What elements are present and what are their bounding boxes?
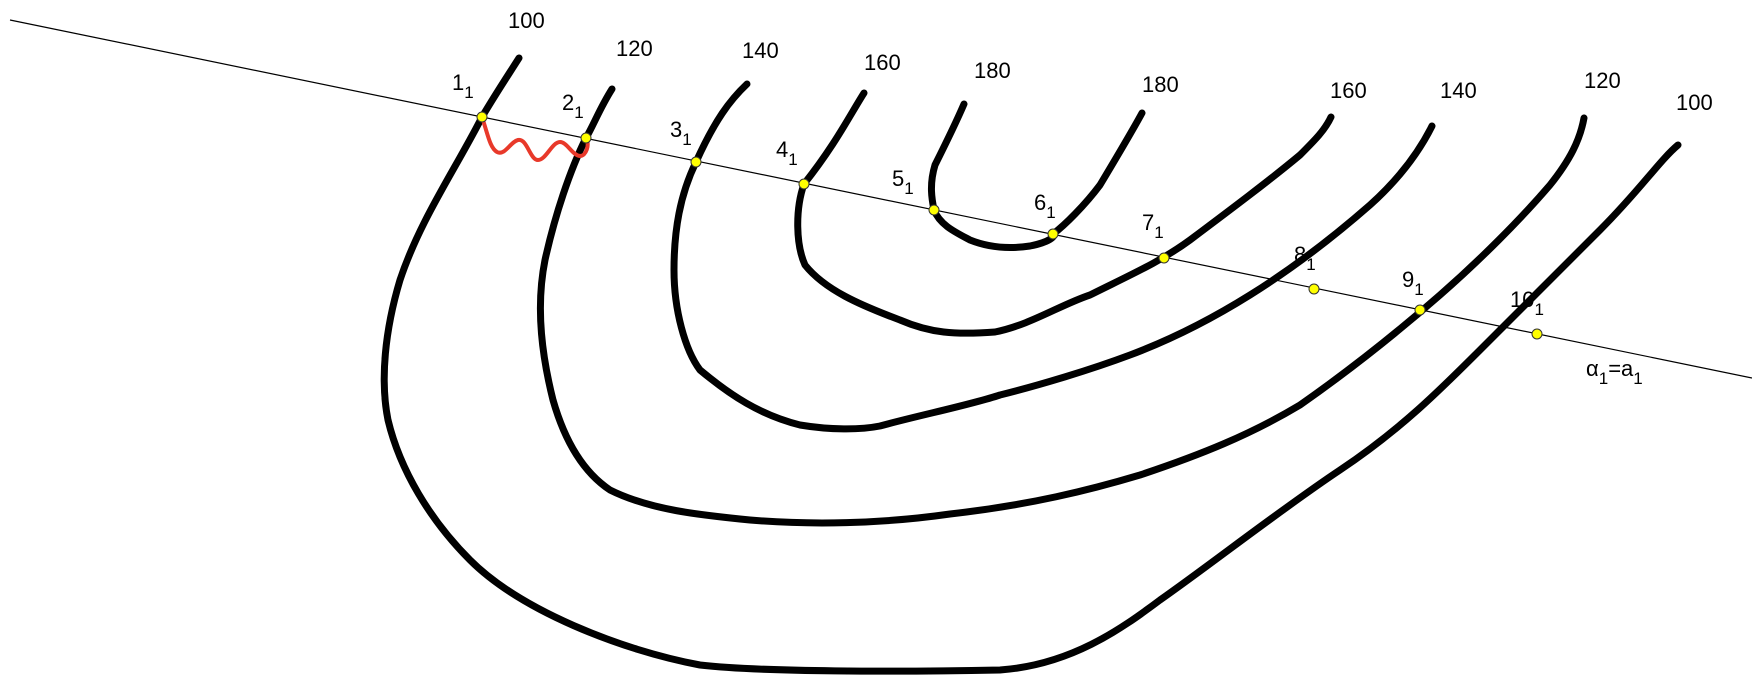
- point-label-9: 91: [1402, 267, 1424, 299]
- elevation-label-100-left: 100: [508, 8, 545, 33]
- point-10: [1531, 328, 1543, 340]
- elevation-label-180-right: 180: [1142, 72, 1179, 97]
- point-7: [1158, 252, 1170, 264]
- point-3: [690, 156, 702, 168]
- point-9: [1414, 304, 1426, 316]
- point-2: [580, 132, 592, 144]
- contour-180-left: [928, 100, 1058, 252]
- point-label-7: 71: [1142, 210, 1164, 242]
- contour-160: [794, 89, 1335, 337]
- contour-100: [380, 54, 1682, 675]
- point-label-4: 41: [776, 137, 798, 169]
- point-label-8: 81: [1294, 242, 1316, 274]
- point-4: [798, 178, 810, 190]
- point-label-2: 21: [562, 90, 584, 122]
- point-label-6: 61: [1034, 190, 1056, 222]
- elevation-label-160-right: 160: [1330, 78, 1367, 103]
- elevation-label-140-right: 140: [1440, 78, 1477, 103]
- point-label-5: 51: [892, 166, 914, 198]
- elevation-label-100-right: 100: [1676, 90, 1713, 115]
- section-line: [9, 19, 1752, 379]
- point-5: [928, 204, 940, 216]
- contour-140: [670, 80, 1436, 433]
- point-1: [476, 111, 488, 123]
- elevation-label-120-right: 120: [1584, 68, 1621, 93]
- segment-highlight: [480, 115, 590, 162]
- contour-180-right: [1049, 109, 1146, 238]
- contour-120: [536, 85, 1588, 527]
- elevation-label-140-left: 140: [742, 38, 779, 63]
- elevation-label-180-left: 180: [974, 58, 1011, 83]
- point-8: [1308, 283, 1320, 295]
- point-label-3: 31: [670, 117, 692, 149]
- plane-label: α1=a1: [1586, 356, 1643, 388]
- point-label-1: 11: [452, 70, 474, 102]
- elevation-label-160-left: 160: [864, 50, 901, 75]
- elevation-label-120-left: 120: [616, 36, 653, 61]
- point-6: [1047, 228, 1059, 240]
- point-label-10: 101: [1510, 287, 1544, 319]
